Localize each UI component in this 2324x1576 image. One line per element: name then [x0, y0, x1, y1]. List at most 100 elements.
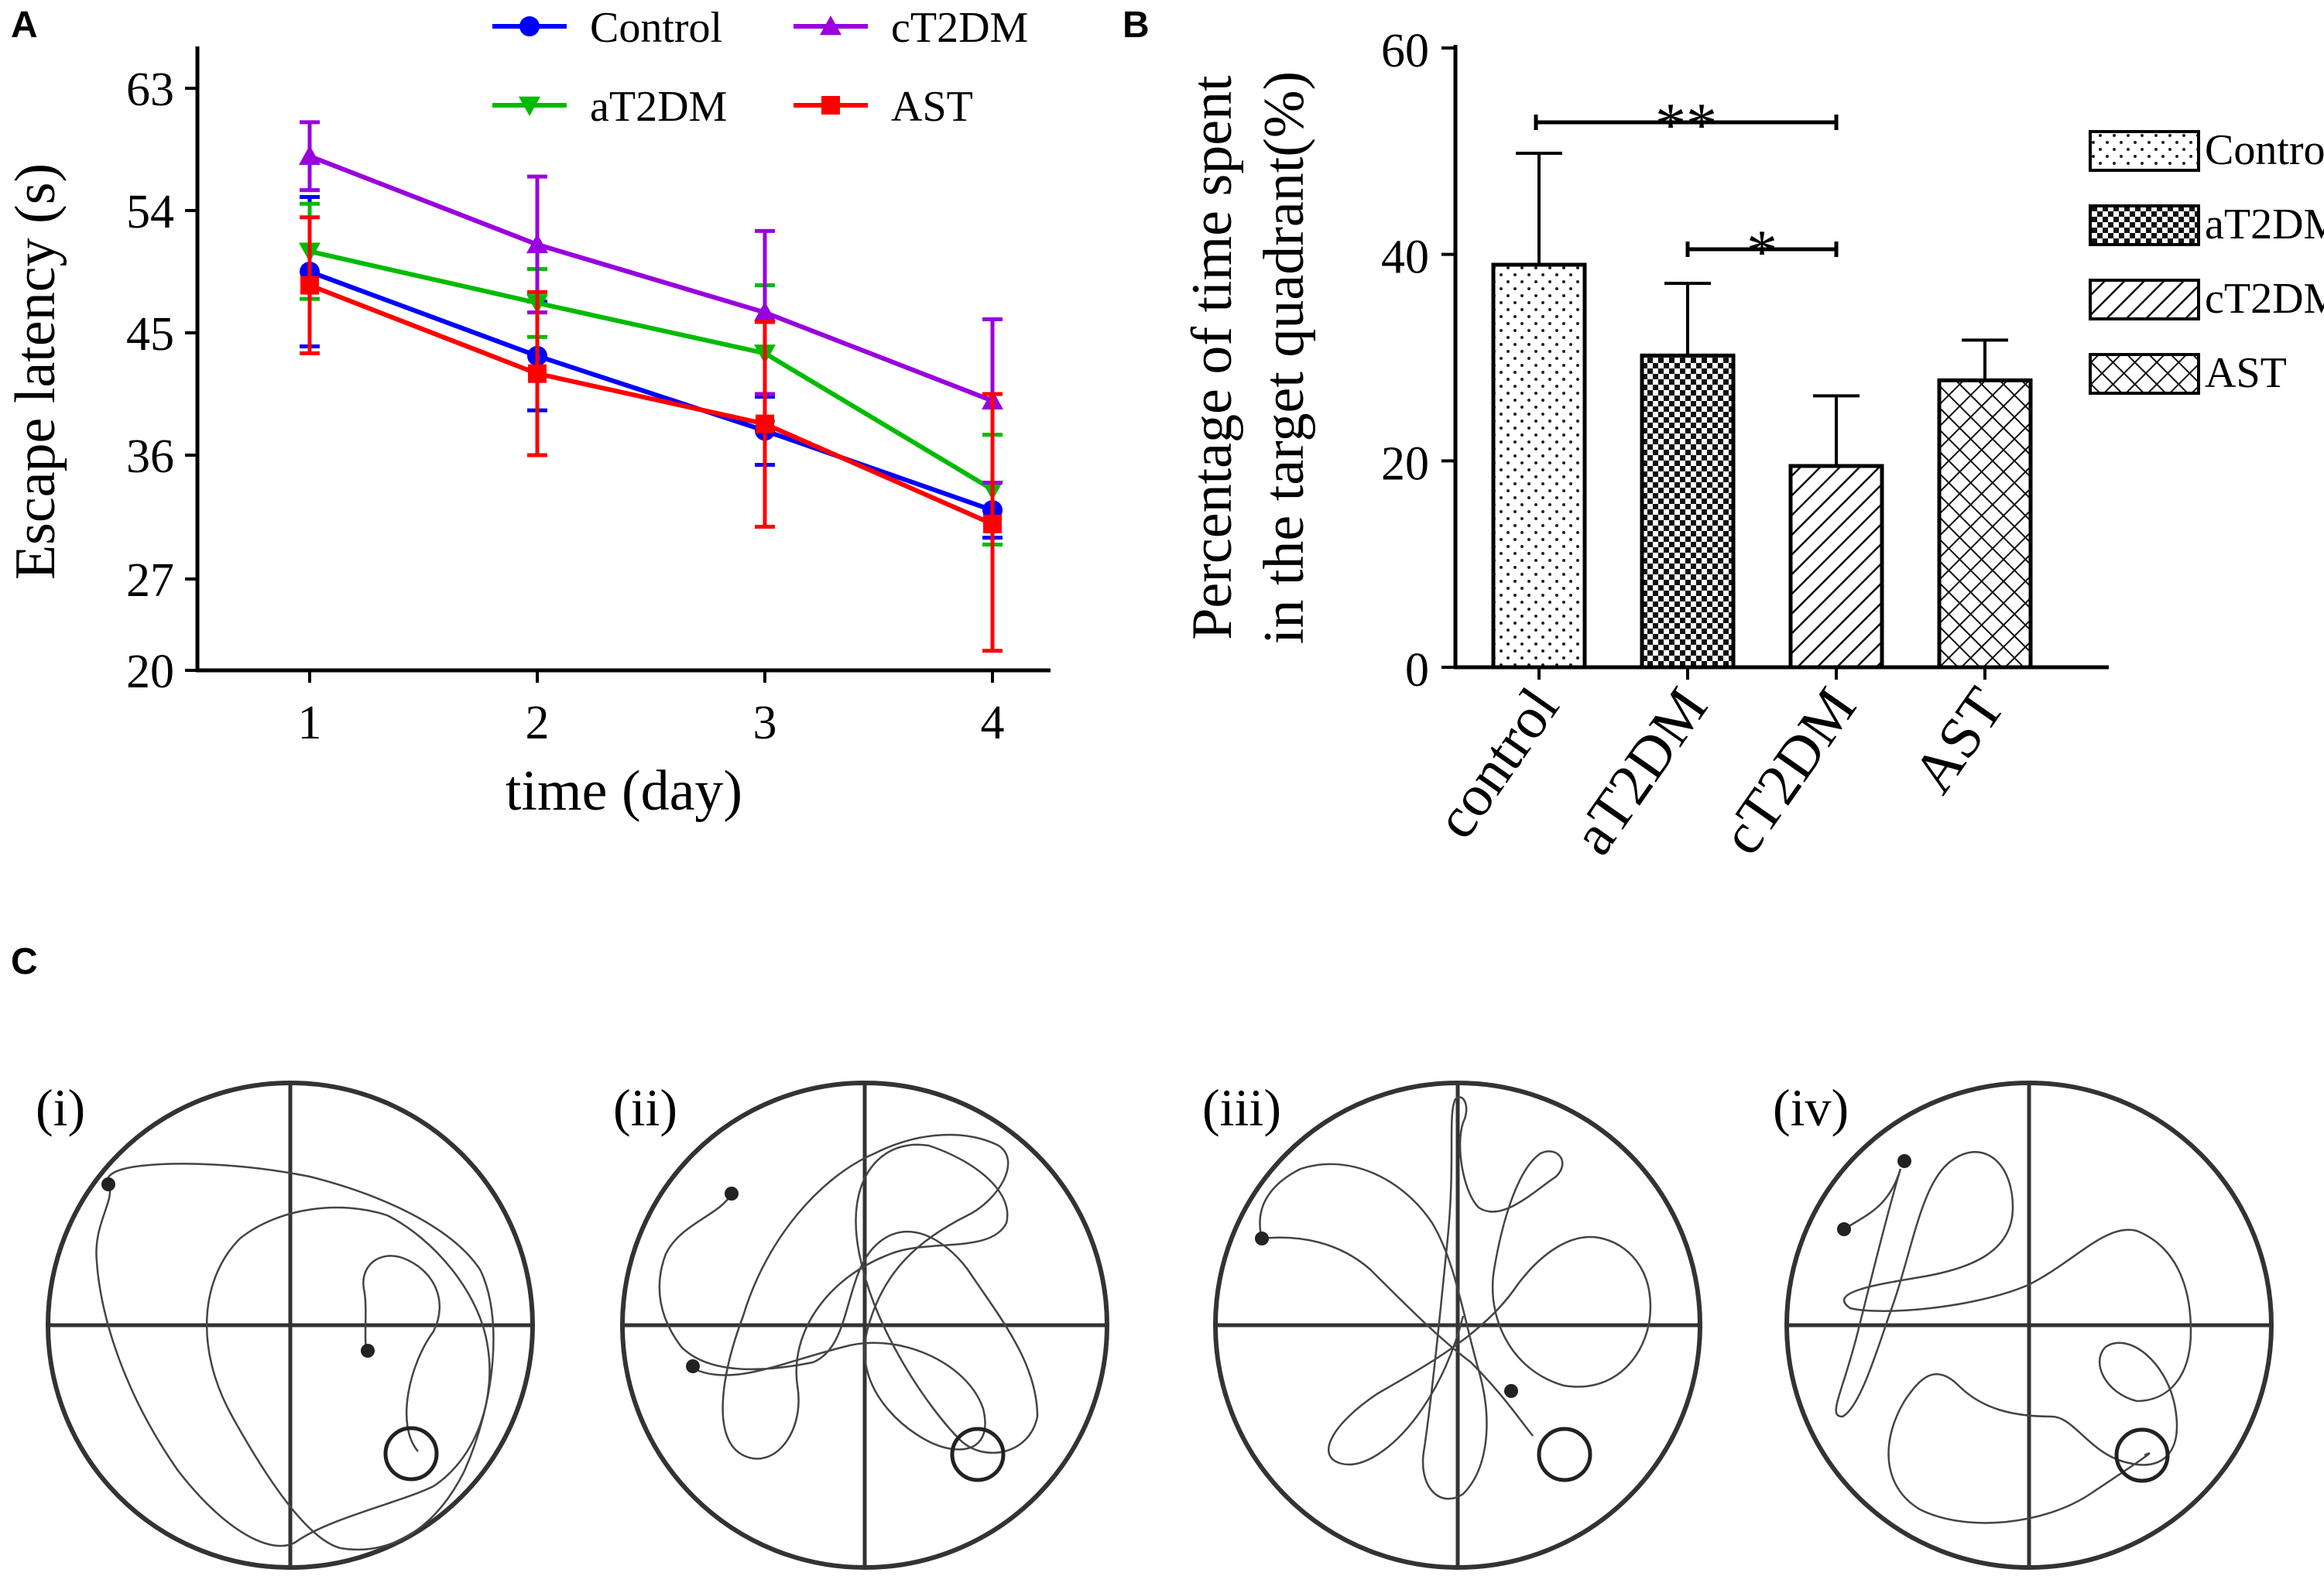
- legend-swatch: [2089, 204, 2200, 246]
- y-tick-label: 63: [126, 63, 174, 116]
- bar-ct2dm: [1788, 394, 1884, 680]
- panel-b-legend: Control aT2DM cT2DM AST: [2089, 126, 2324, 397]
- maze-label: (iv): [1773, 1078, 1849, 1137]
- legend-item-ct2dm: cT2DM: [794, 4, 1028, 52]
- y-tick-label: 36: [126, 430, 174, 483]
- panel-a-x-axis-title: time (day): [506, 759, 742, 823]
- panel-b-significance: ***: [1534, 91, 1839, 286]
- panel-a-x-ticks: 1 2 3 4: [298, 670, 1005, 749]
- maze-platform: [1537, 1427, 1592, 1482]
- y-tick-label: 60: [1381, 25, 1429, 77]
- panel-b-y-axis-title-line1: Percentage of time spent: [1181, 75, 1244, 640]
- series-line: [308, 269, 993, 512]
- x-tick-label: 2: [526, 697, 550, 749]
- y-tick-label: 0: [1405, 644, 1429, 697]
- data-point: [299, 145, 320, 165]
- panel-b-letter: B: [1123, 5, 1150, 46]
- maze-label: (ii): [613, 1078, 677, 1137]
- series-line: [308, 283, 994, 526]
- maze-swim-path: [1835, 1151, 2192, 1524]
- panel-c-letter: C: [11, 941, 38, 982]
- legend-label: AST: [891, 83, 973, 131]
- y-tick-label: 20: [126, 646, 174, 698]
- series-at2dm: [299, 201, 1003, 547]
- data-point: [983, 514, 1002, 533]
- x-tick-label: cT2DM: [1709, 677, 1869, 866]
- legend-label: aT2DM: [2205, 200, 2324, 248]
- legend-label: cT2DM: [2205, 275, 2324, 323]
- bar: [1640, 353, 1736, 670]
- legend-marker: [519, 16, 540, 36]
- panel-a: A 20 27 36 45 54 63 1 2 3 4 time (day) Escape la…: [4, 4, 1051, 823]
- bar-at2dm: [1640, 282, 1736, 680]
- legend-swatch: [2089, 353, 2200, 395]
- legend-item-control: Control: [2089, 126, 2324, 174]
- x-tick-label: 4: [981, 697, 1005, 749]
- series-control: [300, 194, 1003, 540]
- legend-item-ct2dm: cT2DM: [2089, 275, 2324, 323]
- significance-bracket: **: [1534, 91, 1839, 159]
- significance-label: **: [1655, 91, 1717, 159]
- maze-i: (i): [36, 1078, 535, 1570]
- data-point: [300, 276, 319, 295]
- significance-bracket: *: [1685, 218, 1839, 286]
- legend-item-ast: AST: [2089, 349, 2287, 397]
- series-line: [308, 153, 994, 403]
- panel-a-axes: [195, 46, 1051, 673]
- panel-b-y-ticks: 0 20 40 60: [1381, 25, 1455, 697]
- maze-start-point: [1255, 1232, 1269, 1245]
- maze-start-point: [725, 1187, 739, 1201]
- series-ct2dm: [299, 120, 1003, 485]
- x-tick-label: AST: [1901, 677, 2017, 805]
- legend-label: Control: [2205, 126, 2324, 174]
- legend-marker: [821, 96, 840, 115]
- maze-start-point: [101, 1177, 115, 1191]
- maze-platform: [383, 1426, 439, 1482]
- x-tick-label: control: [1423, 677, 1572, 851]
- bar: [1491, 262, 1587, 670]
- panel-a-legend: Control cT2DM aT2DM AST: [492, 4, 1028, 131]
- maze-iii: (iii): [1202, 1078, 1702, 1570]
- legend-item-control: Control: [492, 4, 722, 52]
- legend-marker: [519, 96, 540, 116]
- bar: [1937, 378, 2033, 670]
- maze-swim-path: [1259, 1096, 1652, 1500]
- bar: [1788, 464, 1884, 670]
- maze-swim-path: [658, 1133, 1039, 1460]
- x-tick-label: aT2DM: [1560, 677, 1720, 866]
- panel-a-series: [299, 120, 1003, 653]
- y-tick-label: 45: [126, 308, 174, 361]
- legend-marker: [820, 15, 842, 36]
- legend-label: aT2DM: [590, 83, 727, 131]
- maze-start-point: [1837, 1222, 1851, 1236]
- series-ast: [300, 215, 1003, 653]
- y-tick-label: 27: [126, 554, 174, 607]
- panel-b-bars: [1491, 152, 2033, 680]
- panel-a-y-axis-title: Escape latency (s): [4, 163, 67, 580]
- maze-swim-path: [95, 1163, 495, 1551]
- data-point: [756, 414, 774, 433]
- legend-label: cT2DM: [891, 4, 1028, 52]
- legend-label: Control: [590, 4, 722, 52]
- maze-label: (iii): [1202, 1078, 1281, 1137]
- panel-a-letter: A: [11, 5, 38, 46]
- maze-end-point: [1504, 1384, 1518, 1398]
- panel-c: C (i) (ii): [11, 941, 2274, 1570]
- data-point: [754, 301, 776, 321]
- y-tick-label: 54: [126, 186, 174, 238]
- panel-a-y-ticks: 20 27 36 45 54 63: [126, 63, 197, 698]
- maze-end-point: [686, 1359, 700, 1373]
- x-tick-label: 3: [753, 697, 777, 749]
- maze-platform: [2114, 1427, 2170, 1483]
- y-tick-label: 20: [1381, 437, 1429, 490]
- maze-end-point: [361, 1344, 375, 1358]
- legend-item-at2dm: aT2DM: [2089, 200, 2324, 248]
- x-tick-label: 1: [298, 697, 322, 749]
- panel-b-y-axis-title-line2: in the target quadrant(%): [1253, 71, 1316, 644]
- legend-item-ast: AST: [794, 83, 973, 131]
- maze-iv: (iv): [1773, 1078, 2274, 1570]
- maze-platform: [950, 1427, 1006, 1482]
